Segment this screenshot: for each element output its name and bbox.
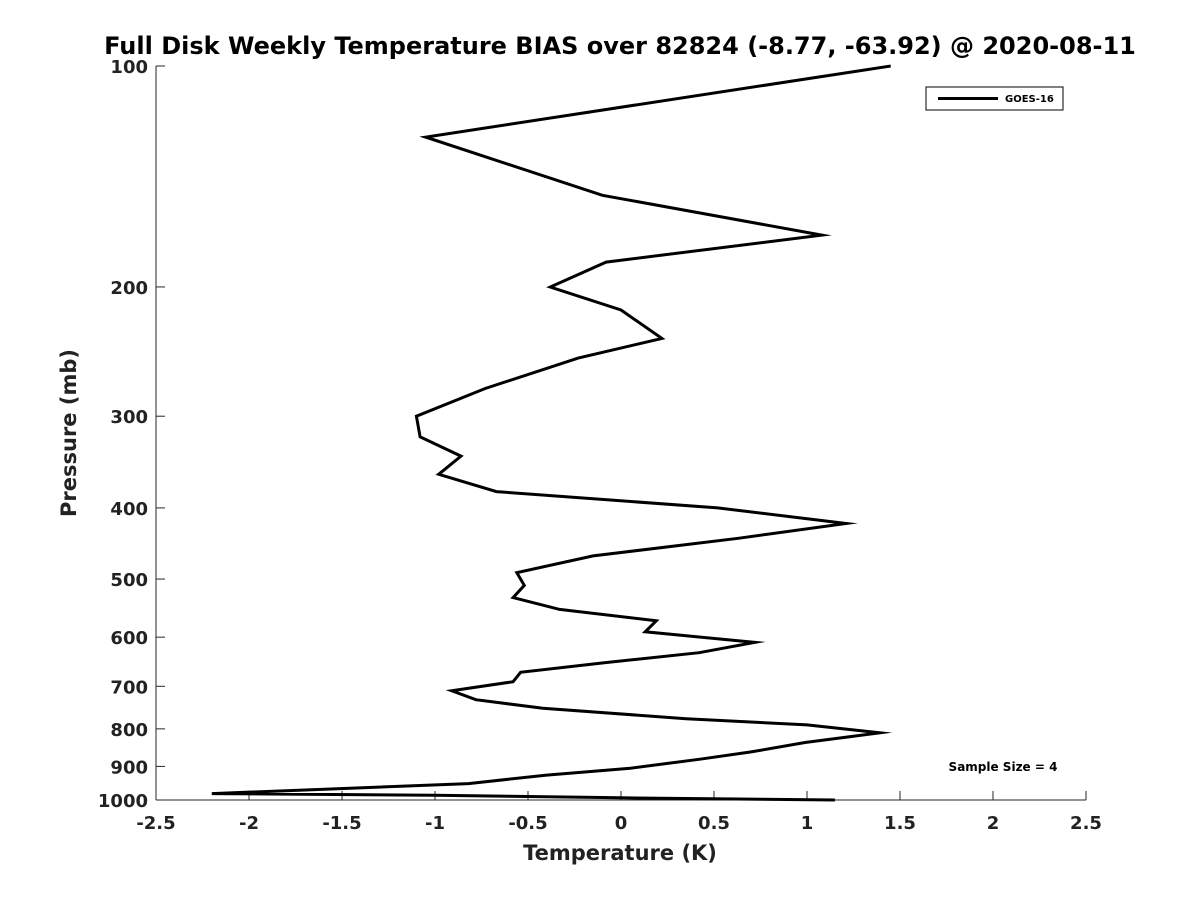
x-tick-label: 1.5 (884, 813, 916, 834)
x-axis-label: Temperature (K) (523, 841, 717, 865)
x-axis-ticks: -2.5 -2 -1.5 -1 -0.5 0 0.5 1 1.5 2 2.5 (136, 791, 1102, 834)
y-tick-label: 400 (110, 499, 148, 520)
series-line-goes-16 (211, 64, 893, 802)
sample-size-annotation: Sample Size = 4 (949, 760, 1058, 774)
y-tick-label: 900 (110, 757, 148, 778)
y-tick-label: 800 (110, 720, 148, 741)
x-tick-label: -2 (239, 813, 259, 834)
y-tick-label: 700 (110, 677, 148, 698)
x-tick-label: 0.5 (698, 813, 730, 834)
y-tick-label: 100 (110, 57, 148, 78)
x-tick-label: 2 (987, 813, 1000, 834)
x-tick-label: 2.5 (1070, 813, 1102, 834)
y-tick-label: 600 (110, 628, 148, 649)
legend-entry-goes-16: GOES-16 (1005, 94, 1054, 105)
x-tick-label: 0 (615, 813, 628, 834)
chart-title: Full Disk Weekly Temperature BIAS over 8… (104, 32, 1136, 60)
x-tick-label: -2.5 (136, 813, 175, 834)
x-tick-label: 1 (801, 813, 814, 834)
legend: GOES-16 (925, 86, 1064, 111)
x-tick-label: -1 (425, 813, 445, 834)
x-tick-label: -0.5 (508, 813, 547, 834)
y-axis-label: Pressure (mb) (57, 349, 81, 517)
y-tick-label: 200 (110, 278, 148, 299)
series-layer (211, 64, 893, 802)
y-tick-label: 1000 (98, 791, 148, 812)
x-tick-label: -1.5 (322, 813, 361, 834)
y-tick-label: 500 (110, 570, 148, 591)
y-tick-label: 300 (110, 407, 148, 428)
y-axis-ticks: 100 200 300 400 500 600 700 800 900 1000 (98, 57, 165, 812)
